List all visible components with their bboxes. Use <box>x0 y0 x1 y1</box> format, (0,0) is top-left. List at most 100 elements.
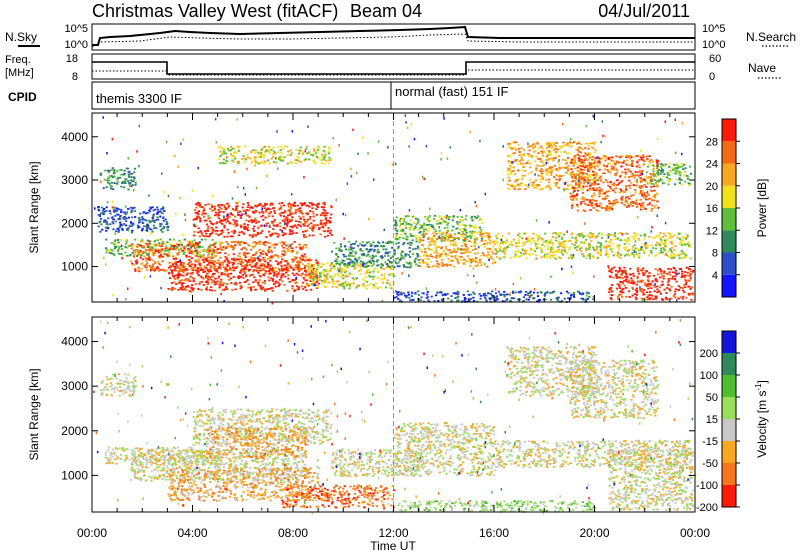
colorbar-tick-label: -15 <box>702 436 718 448</box>
colorbar: 200 100 50 15 -15 -50 -100 -200 Velocity [m s-1] <box>696 330 769 514</box>
colorbar-swatch <box>722 375 736 397</box>
time-tick-label: 00:00 <box>680 526 710 540</box>
freq-tick-top: 18 <box>66 53 78 65</box>
time-tick-label: 08:00 <box>278 526 308 540</box>
cpid-segment-2: normal (fast) 151 IF <box>395 84 508 99</box>
scatter-noise <box>94 114 690 305</box>
colorbar-tick-label: 28 <box>706 136 718 148</box>
data-region-11 <box>494 232 692 260</box>
colorbar-tick-label: 20 <box>706 181 718 193</box>
nsearch-line <box>91 33 695 48</box>
time-tick-label: 16:00 <box>479 526 509 540</box>
colorbar-swatch <box>722 485 736 507</box>
colorbar-swatch <box>722 119 736 142</box>
time-tick-label: 20:00 <box>579 526 609 540</box>
colorbar-swatch <box>722 331 736 353</box>
data-region-6 <box>305 262 396 290</box>
colorbar-tick-label: 8 <box>712 248 718 260</box>
freq-label-line2: [MHz] <box>5 67 34 79</box>
colorbar-swatch <box>722 353 736 375</box>
colorbar-tick-label: 200 <box>700 348 718 360</box>
data-region-9 <box>494 439 692 469</box>
data-region-11 <box>569 359 660 420</box>
nsearch-label: N.Search <box>746 30 796 44</box>
y-tick-label: 1000 <box>61 260 88 274</box>
data-region-0 <box>99 373 137 397</box>
y-tick-label: 2000 <box>61 216 88 230</box>
colorbar-tick-label: -50 <box>702 458 718 470</box>
nsearch-tick-top: 10^5 <box>702 23 726 35</box>
data-region-13 <box>569 154 660 213</box>
colorbar-swatch <box>722 185 736 208</box>
nsky-line <box>92 25 695 46</box>
y-tick-label: 1000 <box>61 468 88 482</box>
data-region-5 <box>167 466 321 502</box>
colorbar-swatch <box>722 163 736 186</box>
colorbar-label: Power [dB] <box>755 179 769 238</box>
freq-panel-frame <box>91 53 696 80</box>
data-region-15 <box>607 266 695 301</box>
nsky-label: N.Sky <box>5 30 37 44</box>
freq-line <box>92 61 695 75</box>
time-tick-label: 00:00 <box>77 526 107 540</box>
data-region-7 <box>330 240 421 269</box>
colorbar-swatch <box>722 230 736 253</box>
data-region-10 <box>418 232 497 269</box>
colorbar-tick-label: 50 <box>706 392 718 404</box>
colorbar-swatch <box>722 441 736 463</box>
nsearch-tick-bottom: 10^0 <box>702 39 726 51</box>
y-axis-label: Slant Range [km] <box>27 161 41 253</box>
beam-label: Beam 04 <box>350 1 422 21</box>
scatter-noise <box>93 319 697 515</box>
colorbar-swatch <box>722 397 736 419</box>
colorbar-tick-label: -100 <box>696 480 718 492</box>
colorbar-swatch <box>722 419 736 441</box>
data-region-9 <box>394 214 484 243</box>
freq-tick-bottom: 8 <box>72 71 78 83</box>
data-region-13 <box>397 500 597 513</box>
y-axis-label: Slant Range [km] <box>27 368 41 460</box>
y-tick-label: 3000 <box>61 379 88 393</box>
nave-label: Nave <box>748 61 776 75</box>
data-region-4 <box>205 426 308 460</box>
data-region-8 <box>393 422 497 477</box>
date-label: 04/Jul/2011 <box>598 1 690 21</box>
time-axis-label: Time UT <box>370 539 416 553</box>
colorbar-swatch <box>722 463 736 485</box>
colorbar-swatch <box>722 141 736 164</box>
freq-label-line1: Freq. <box>5 54 31 66</box>
velocity-panel: 1000 2000 3000 4000 Slant Range [km] 200 100 50… <box>27 316 769 515</box>
colorbar-tick-label: 15 <box>706 414 718 426</box>
data-region-5 <box>167 258 321 292</box>
colorbar-tick-label: -200 <box>696 502 718 514</box>
cpid-panel-frame <box>91 81 696 110</box>
data-region-4 <box>192 201 333 238</box>
colorbar: 28 24 20 16 12 8 4 Power [dB] <box>706 118 769 298</box>
colorbar-tick-label: 100 <box>700 370 718 382</box>
data-region-1 <box>97 206 170 234</box>
colorbar-tick-label: 12 <box>706 225 718 237</box>
nsky-tick-bottom: 10^0 <box>64 39 88 51</box>
data-region-0 <box>99 167 137 191</box>
colorbar-tick-label: 24 <box>706 159 718 171</box>
y-tick-label: 3000 <box>61 173 88 187</box>
colorbar-tick-label: 4 <box>712 270 718 282</box>
power-panel: 1000 2000 3000 4000 Slant Range [km] 28 24 20 16… <box>27 112 769 305</box>
cpid-label: CPID <box>8 90 37 104</box>
time-tick-label: 04:00 <box>177 526 207 540</box>
data-region-8 <box>217 145 332 165</box>
time-axis: 00:00 04:00 08:00 12:00 16:00 20:00 00:00 <box>77 526 710 540</box>
chart-title: Christmas Valley West (fitACF) <box>92 1 338 21</box>
y-tick-label: 4000 <box>61 130 88 144</box>
nave-tick-bottom: 0 <box>709 71 715 83</box>
data-region-6 <box>281 484 396 509</box>
colorbar-swatch <box>722 274 736 297</box>
colorbar-swatch <box>722 208 736 231</box>
y-tick-label: 4000 <box>61 335 88 349</box>
colorbar-swatch <box>722 252 736 275</box>
cpid-segment-1: themis 3300 IF <box>96 91 182 106</box>
colorbar-tick-label: 16 <box>706 203 718 215</box>
nsky-tick-top: 10^5 <box>64 23 88 35</box>
y-tick-label: 2000 <box>61 424 88 438</box>
